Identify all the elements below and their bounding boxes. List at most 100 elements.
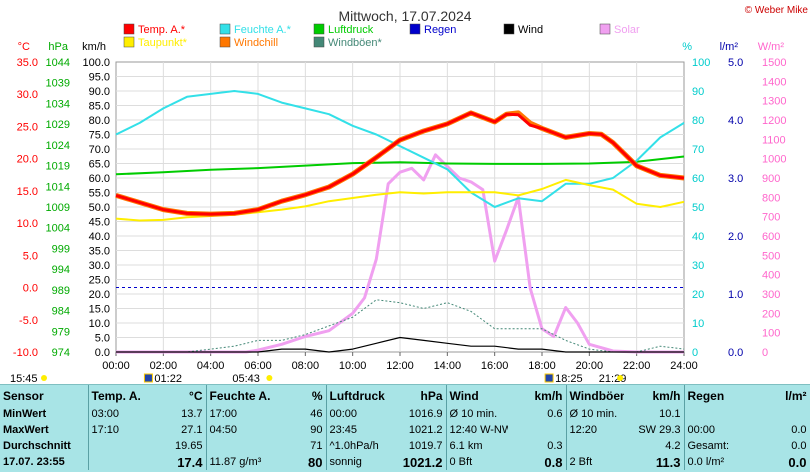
rain-tick-label: 2.0 xyxy=(728,231,743,243)
kmh-tick-label: 10.0 xyxy=(89,318,110,330)
stats-cell: 13.7 xyxy=(146,406,207,422)
stats-cell: 17.07. 23:55 xyxy=(0,454,89,470)
pct-tick-label: 30 xyxy=(692,260,704,272)
chart-series xyxy=(115,90,685,354)
stats-cell xyxy=(508,422,567,438)
stats-cell: 11.87 g/m³ xyxy=(209,456,262,468)
series-line-feuchte-a xyxy=(115,90,685,208)
solar-tick-label: 700 xyxy=(762,212,780,224)
time-tick-label: 20:00 xyxy=(576,360,604,372)
temp-tick-label: -5.0 xyxy=(19,315,38,327)
kmh-tick-label: 30.0 xyxy=(89,260,110,272)
stats-cell: 27.1 xyxy=(146,422,207,438)
stats-cell: SW 29.3 xyxy=(624,422,685,438)
pct-tick-label: 60 xyxy=(692,173,704,185)
stats-cell: 0 Bft xyxy=(449,456,473,468)
sunrise-label: 01:22 xyxy=(154,373,182,384)
pct-tick-label: 50 xyxy=(692,202,704,214)
legend-label: Solar xyxy=(614,24,640,36)
stats-cell: 4.2 xyxy=(624,438,685,454)
copyright-label: © Weber Mike xyxy=(745,5,809,16)
stats-cell: 00:00 xyxy=(687,424,716,436)
pct-tick-label: 40 xyxy=(692,231,704,243)
stats-cell xyxy=(88,454,146,470)
legend-swatch xyxy=(219,23,231,35)
stats-cell: 17.4 xyxy=(146,454,207,470)
legend-swatch xyxy=(503,23,515,35)
stats-header-cell: l/m² xyxy=(750,385,810,406)
solar-unit-label: W/m² xyxy=(758,41,785,53)
temp-tick-label: 30.0 xyxy=(17,89,38,101)
stats-table: Sensor Temp. A. °C Feuchte A.% Luftdruck hPa W… xyxy=(0,385,810,470)
stats-header-row: Sensor Temp. A. °C Feuchte A.% Luftdruck hPa W… xyxy=(0,385,810,406)
stats-cell: sonnig xyxy=(329,456,362,468)
solar-tick-label: 100 xyxy=(762,328,780,340)
hpa-tick-label: 1014 xyxy=(46,181,70,193)
kmh-tick-label: 85.0 xyxy=(89,101,110,113)
stats-panel: Sensor Temp. A. °C Feuchte A.% Luftdruck hPa W… xyxy=(0,384,810,472)
kmh-tick-label: 80.0 xyxy=(89,115,110,127)
stats-cell: 0.8 xyxy=(508,454,567,470)
hpa-tick-label: 1029 xyxy=(46,119,70,131)
kmh-tick-label: 65.0 xyxy=(89,159,110,171)
stats-cell: 46 xyxy=(274,406,327,422)
rain-unit-label: l/m² xyxy=(720,41,739,53)
time-tick-label: 04:00 xyxy=(197,360,225,372)
sun-dot xyxy=(617,375,624,381)
hpa-unit-label: hPa xyxy=(48,41,68,53)
stats-cell: 0.3 xyxy=(508,438,567,454)
stats-cell: ^1.0hPa/h xyxy=(329,440,379,452)
stats-cell: 1019.7 xyxy=(392,438,447,454)
legend-swatch xyxy=(599,23,611,35)
legend-label: Windböen* xyxy=(328,37,383,49)
stats-header-cell: Windböen xyxy=(569,388,625,403)
stats-cell: 11.3 xyxy=(624,454,685,470)
hpa-tick-label: 1024 xyxy=(46,140,70,152)
kmh-tick-label: 55.0 xyxy=(89,188,110,200)
kmh-tick-label: 0.0 xyxy=(95,347,110,359)
stats-header-cell: Wind xyxy=(449,388,479,403)
rain-tick-label: 4.0 xyxy=(728,115,743,127)
stats-cell: 03:00 xyxy=(91,408,120,420)
hpa-tick-label: 1019 xyxy=(46,161,70,173)
legend-label: Wind xyxy=(518,24,543,36)
time-tick-label: 12:00 xyxy=(386,360,414,372)
legend-swatch xyxy=(313,36,325,48)
sun-mid2-label: 18:25 xyxy=(555,373,583,384)
pct-tick-label: 90 xyxy=(692,86,704,98)
solar-tick-label: 400 xyxy=(762,270,780,282)
solar-tick-label: 300 xyxy=(762,289,780,301)
hpa-tick-label: 1039 xyxy=(46,78,70,90)
solar-tick-label: 0 xyxy=(762,347,768,359)
stats-cell: 1021.2 xyxy=(392,422,447,438)
stats-cell: 71 xyxy=(274,438,327,454)
solar-tick-label: 1500 xyxy=(762,57,786,69)
kmh-tick-label: 50.0 xyxy=(89,202,110,214)
legend-label: Taupunkt* xyxy=(138,37,188,49)
stats-cell xyxy=(206,438,274,454)
legend-swatch xyxy=(313,23,325,35)
kmh-tick-label: 100.0 xyxy=(82,57,110,69)
solar-tick-label: 900 xyxy=(762,173,780,185)
hpa-tick-label: 974 xyxy=(52,347,70,359)
stats-cell: 19.65 xyxy=(146,438,207,454)
series-line-luftdruck xyxy=(115,155,685,176)
stats-header-cell: km/h xyxy=(624,385,685,406)
legend-swatch xyxy=(123,36,135,48)
chart-grid xyxy=(115,61,685,353)
solar-tick-label: 1100 xyxy=(762,134,786,146)
kmh-tick-label: 95.0 xyxy=(89,72,110,84)
time-tick-label: 06:00 xyxy=(244,360,272,372)
stats-cell: 0.0 l/m² xyxy=(687,456,725,468)
stats-cell: 90 xyxy=(274,422,327,438)
kmh-tick-label: 40.0 xyxy=(89,231,110,243)
stats-cell xyxy=(750,406,810,422)
hpa-tick-label: 999 xyxy=(52,243,70,255)
time-tick-label: 24:00 xyxy=(670,360,698,372)
stats-row-min: MinWert 03:00 13.7 17:00 46 00:00 1016.9 Ø 10 m… xyxy=(0,406,810,422)
kmh-tick-label: 5.0 xyxy=(95,333,110,345)
kmh-tick-label: 20.0 xyxy=(89,289,110,301)
temp-tick-label: 15.0 xyxy=(17,186,38,198)
hpa-tick-label: 1034 xyxy=(46,98,70,110)
stats-cell: 1016.9 xyxy=(392,406,447,422)
